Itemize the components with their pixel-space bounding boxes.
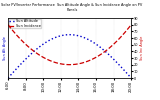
Sun Incidence: [83, 62, 85, 63]
Sun Incidence: [68, 64, 70, 65]
Line: Sun Altitude: Sun Altitude: [8, 35, 131, 78]
Sun Incidence: [80, 63, 82, 64]
Sun Altitude: [111, 57, 113, 58]
Sun Altitude: [130, 77, 132, 79]
Sun Incidence: [8, 25, 9, 26]
Sun Altitude: [119, 65, 121, 66]
Y-axis label: Sun Inc Angle: Sun Inc Angle: [140, 36, 144, 60]
Sun Altitude: [81, 36, 83, 37]
Sun Incidence: [81, 62, 83, 64]
Sun Altitude: [68, 34, 70, 35]
Sun Altitude: [80, 36, 82, 37]
Sun Altitude: [8, 77, 9, 78]
Line: Sun Incidence: Sun Incidence: [8, 25, 131, 65]
Y-axis label: Sun Alt Angle: Sun Alt Angle: [3, 36, 7, 60]
Sun Altitude: [7, 77, 9, 79]
Sun Incidence: [111, 45, 113, 46]
Sun Incidence: [119, 37, 121, 38]
Sun Incidence: [7, 24, 9, 25]
Sun Altitude: [83, 37, 85, 38]
Text: Solar PV/Inverter Performance  Sun Altitude Angle & Sun Incidence Angle on PV Pa: Solar PV/Inverter Performance Sun Altitu…: [1, 3, 143, 12]
Legend: Sun Altitude, Sun Incidence: Sun Altitude, Sun Incidence: [9, 19, 41, 28]
Sun Incidence: [130, 24, 132, 25]
